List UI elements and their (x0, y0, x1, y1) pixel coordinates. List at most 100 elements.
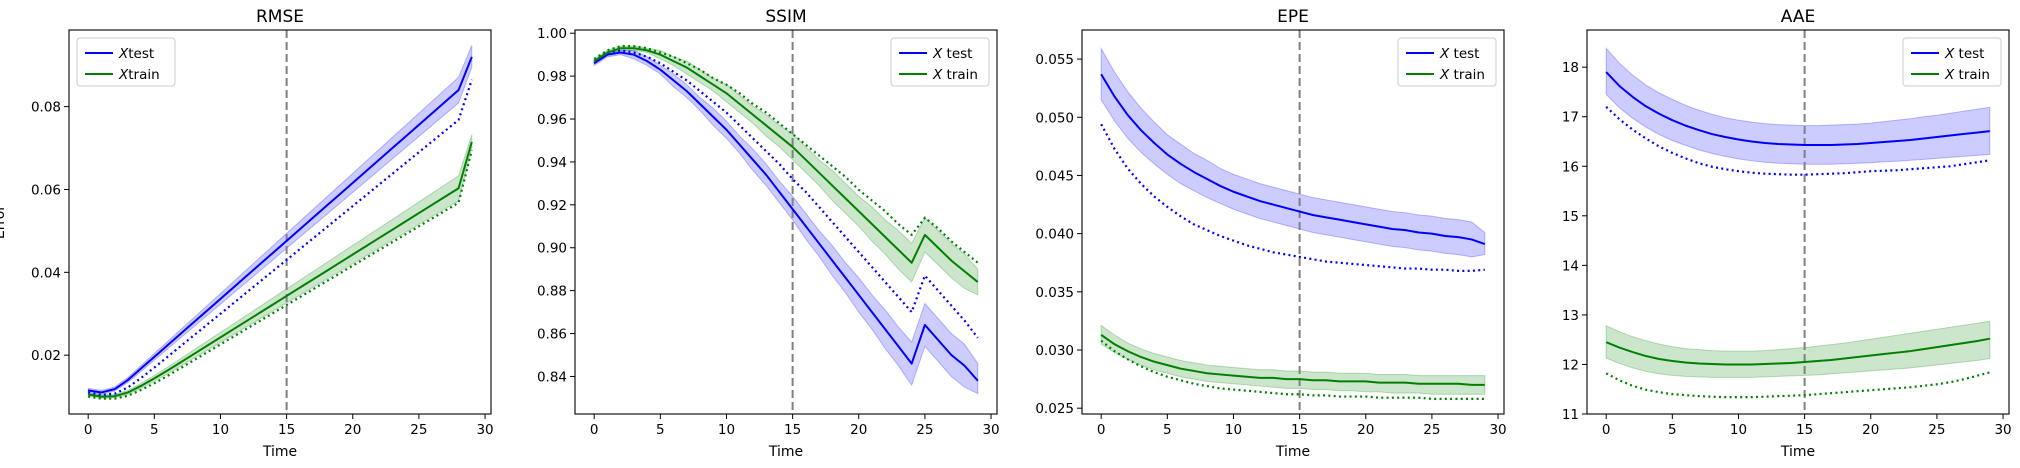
legend: X test X train (890, 37, 990, 87)
subplot-rmse: RMSE 0 5 10 15 20 25 30 Time 0.02 0.04 0.06 0.08 Erro… (0, 7, 494, 460)
x-tick-label: 30 (982, 422, 999, 438)
x-tick-label: 20 (344, 422, 361, 438)
x-tick-label: 15 (784, 422, 801, 438)
series-line-train-dotted (1100, 339, 1485, 400)
y-tick-label: 0.88 (537, 284, 567, 300)
x-tick-label: 30 (1994, 422, 2011, 438)
y-tick-label: 0.035 (1035, 285, 1074, 301)
legend-label: X train (1439, 67, 1485, 83)
x-tick-label: 25 (410, 422, 427, 438)
x-tick-label: 5 (656, 422, 665, 438)
plot-area (1100, 30, 1486, 414)
confidence-band-test (1605, 47, 1991, 165)
y-tick-label: 17 (1562, 110, 1579, 126)
legend-label: Xtest (118, 46, 154, 62)
x-tick-label: 25 (1423, 422, 1440, 438)
y-tick-label: 18 (1562, 60, 1579, 76)
y-axis-label: Error (0, 205, 8, 239)
series-line-test-solid (1605, 71, 1990, 146)
x-axis-label: Time (1275, 444, 1310, 460)
y-tick-label: 0.08 (31, 100, 61, 116)
y-tick-label: 0.04 (31, 265, 61, 281)
x-tick-label: 15 (1291, 422, 1308, 438)
x-tick-label: 0 (1097, 422, 1106, 438)
y-tick-label: 0.84 (537, 369, 567, 385)
series-line-train-dotted (593, 44, 979, 264)
x-tick-label: 0 (1602, 422, 1611, 438)
series-line-train-solid (1100, 334, 1485, 386)
x-tick-label: 10 (718, 422, 735, 438)
confidence-band-train (1605, 320, 1991, 378)
axes-frame (68, 29, 492, 415)
y-tick-label: 0.94 (537, 155, 567, 171)
y-tick-label: 0.98 (537, 69, 567, 85)
legend-label: X test (1439, 46, 1479, 62)
subplot-title: EPE (1277, 7, 1309, 27)
y-tick-label: 0.055 (1035, 52, 1074, 68)
x-tick-label: 15 (278, 422, 295, 438)
x-axis-label: Time (768, 444, 803, 460)
series-line-test-solid (1100, 73, 1486, 246)
x-tick-label: 25 (1928, 422, 1945, 438)
y-tick-label: 0.06 (31, 182, 61, 198)
y-tick-label: 0.045 (1035, 168, 1074, 184)
y-tick-label: 1.00 (537, 26, 567, 42)
x-tick-label: 25 (916, 422, 933, 438)
y-tick-label: 0.90 (537, 241, 567, 257)
subplot-title: AAE (1781, 7, 1815, 27)
y-tick-label: 0.040 (1035, 227, 1074, 243)
legend: X test X train (1397, 37, 1497, 87)
y-tick-label: 14 (1562, 258, 1579, 274)
axes-frame (1081, 29, 1505, 415)
subplot-title: RMSE (256, 7, 304, 27)
legend-label: Xtrain (118, 67, 160, 83)
confidence-band-test (87, 45, 473, 396)
axes-frame (1586, 29, 2010, 415)
plot-area (87, 30, 473, 414)
y-tick-label: 16 (1562, 159, 1579, 175)
y-tick-label: 11 (1562, 407, 1579, 423)
series-line-train-solid (1605, 337, 1991, 366)
y-tick-label: 0.92 (537, 198, 567, 214)
series-line-test-solid (593, 51, 979, 382)
legend: Xtest Xtrain (76, 37, 176, 87)
legend-label: X test (1944, 46, 1984, 62)
x-tick-label: 0 (84, 422, 93, 438)
confidence-band-train (87, 134, 473, 399)
series-line-train-dotted (1605, 371, 1991, 399)
y-tick-label: 0.050 (1035, 110, 1074, 126)
plot-area (593, 30, 979, 414)
y-tick-label: 0.025 (1035, 401, 1074, 417)
x-tick-label: 30 (1489, 422, 1506, 438)
series-line-train-solid (88, 141, 473, 398)
legend-label: X train (1944, 67, 1990, 83)
x-tick-label: 20 (850, 422, 867, 438)
x-tick-label: 15 (1796, 422, 1813, 438)
series-line-test-solid (88, 56, 473, 394)
x-axis-label: Time (1780, 444, 1815, 460)
series-line-test-dotted (1100, 123, 1485, 272)
y-tick-label: 0.030 (1035, 343, 1074, 359)
y-tick-label: 13 (1562, 308, 1579, 324)
legend: X test X train (1902, 37, 2002, 87)
x-tick-label: 10 (1730, 422, 1747, 438)
confidence-band-train (1100, 324, 1486, 395)
x-tick-label: 20 (1862, 422, 1879, 438)
subplot-title: SSIM (765, 7, 806, 27)
x-tick-label: 10 (212, 422, 229, 438)
y-tick-label: 0.02 (31, 348, 61, 364)
x-tick-label: 5 (1668, 422, 1677, 438)
plot-area (1605, 30, 1991, 414)
y-tick-label: 0.96 (537, 112, 567, 128)
y-tick-label: 0.86 (537, 327, 567, 343)
x-axis-label: Time (262, 444, 297, 460)
subplot-epe: EPE 0 5 10 15 20 25 30 Time 0.025 0.030 0.035 0.040 0… (1035, 7, 1506, 460)
x-tick-label: 5 (150, 422, 159, 438)
y-tick-label: 15 (1562, 209, 1579, 225)
subplot-ssim: SSIM 0 5 10 15 20 25 30 Time 0.84 0.86 0.88 0.90 0.92… (537, 7, 1000, 460)
x-tick-label: 0 (590, 422, 599, 438)
x-tick-label: 5 (1163, 422, 1172, 438)
x-tick-label: 30 (476, 422, 493, 438)
confidence-band-test (593, 49, 979, 395)
